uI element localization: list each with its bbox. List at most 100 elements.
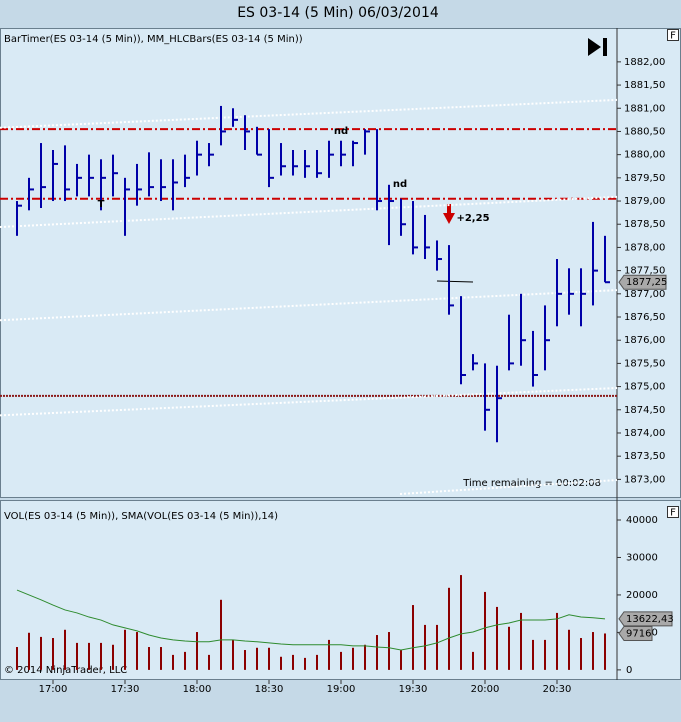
volume-bar xyxy=(52,638,54,670)
y-tick-label: 1876,00 xyxy=(624,335,665,346)
y-tick-label: 30000 xyxy=(626,552,658,563)
last-sma-box xyxy=(618,611,673,627)
x-tick-label: 19:30 xyxy=(399,684,428,695)
y-tick-label: 1873,00 xyxy=(624,474,665,485)
trend-line xyxy=(0,195,618,229)
volume-bar xyxy=(136,632,138,670)
sma-line xyxy=(16,589,606,651)
timer: Time remaining = 00:02:08 xyxy=(462,478,601,489)
volume-bar xyxy=(112,644,114,670)
y-tick-label: 1881,00 xyxy=(624,103,665,114)
volume-bar xyxy=(400,650,402,670)
last-price-box xyxy=(618,274,667,290)
panel-label: VOL(ES 03-14 (5 Min)), SMA(VOL(ES 03-14 … xyxy=(4,511,278,522)
volume-bar xyxy=(280,656,282,670)
volume-bar xyxy=(88,642,90,670)
y-tick-label: 1873,50 xyxy=(624,451,665,462)
x-tick-label: 20:00 xyxy=(471,684,500,695)
y-tick-label: 1879,00 xyxy=(624,196,665,207)
x-tick-label: 20:30 xyxy=(543,684,572,695)
last-volume-label: 9716 xyxy=(626,628,651,639)
y-tick-label: 1874,50 xyxy=(624,405,665,416)
volume-bar xyxy=(496,606,498,670)
volume-bar xyxy=(388,632,390,670)
volume-bar xyxy=(244,650,246,670)
volume-bar xyxy=(352,647,354,670)
y-tick-label: 1881,50 xyxy=(624,80,665,91)
trend-line xyxy=(0,98,618,129)
y-tick-label: 1880,50 xyxy=(624,126,665,137)
copyright: © 2014 NinjaTrader, LLC xyxy=(4,665,127,676)
y-tick-label: 1874,00 xyxy=(624,428,665,439)
x-tick-label: 19:00 xyxy=(327,684,356,695)
volume-bar xyxy=(196,632,198,670)
y-tick-label: 1877,50 xyxy=(624,266,665,277)
last-volume-box xyxy=(618,625,653,641)
volume-bar xyxy=(76,642,78,670)
volume-bar xyxy=(484,591,486,670)
annotation: T xyxy=(98,199,105,210)
volume-bar xyxy=(412,605,414,670)
volume-bar xyxy=(520,612,522,670)
flag-box xyxy=(667,506,679,518)
y-tick-label: 1875,50 xyxy=(624,358,665,369)
y-tick-label: 1876,50 xyxy=(624,312,665,323)
volume-bar xyxy=(124,629,126,670)
trend-line xyxy=(399,479,618,495)
volume-bar xyxy=(340,651,342,670)
volume-bar xyxy=(568,629,570,670)
y-tick-label: 1880,00 xyxy=(624,150,665,161)
volume-bar xyxy=(328,639,330,670)
volume-bar xyxy=(148,647,150,670)
y-tick-label: 1882,00 xyxy=(624,57,665,68)
volume-bar xyxy=(592,632,594,670)
volume-bar xyxy=(316,654,318,670)
volume-bar xyxy=(220,599,222,670)
volume-bar xyxy=(556,612,558,670)
trend-line xyxy=(0,386,618,417)
y-tick-label: 1875,00 xyxy=(624,382,665,393)
flag-box xyxy=(667,29,679,41)
y-tick-label: 1878,00 xyxy=(624,242,665,253)
volume-bar xyxy=(64,629,66,670)
volume-bar xyxy=(100,642,102,670)
trend-line xyxy=(0,289,618,322)
volume-bar xyxy=(292,654,294,670)
volume-bar xyxy=(544,639,546,670)
y-tick-label: 1878,50 xyxy=(624,219,665,230)
price-panel xyxy=(0,28,681,498)
annotation: nd xyxy=(393,179,407,190)
volume-bar xyxy=(364,644,366,670)
signal-arrow xyxy=(443,204,455,224)
volume-bar xyxy=(160,647,162,670)
volume-bar xyxy=(40,636,42,670)
y-tick-label: 1879,50 xyxy=(624,173,665,184)
volume-bar xyxy=(16,647,18,670)
x-tick-label: 18:00 xyxy=(183,684,212,695)
volume-bar xyxy=(256,647,258,670)
volume-bar xyxy=(472,651,474,670)
flag: F xyxy=(670,31,676,42)
volume-bar xyxy=(532,639,534,670)
volume-bar xyxy=(436,624,438,670)
x-tick-label: 17:00 xyxy=(39,684,68,695)
volume-bar xyxy=(172,654,174,670)
volume-bar xyxy=(268,647,270,670)
x-tick-label: 17:30 xyxy=(111,684,140,695)
volume-bar xyxy=(304,657,306,670)
flag: F xyxy=(670,508,676,519)
last-price-label: 1877,25 xyxy=(626,277,667,288)
annotation: +2,25 xyxy=(456,213,489,224)
annotation: nd xyxy=(334,126,348,137)
volume-bar xyxy=(448,587,450,670)
volume-bar xyxy=(508,626,510,670)
volume-bar xyxy=(208,654,210,670)
volume-bar xyxy=(424,624,426,670)
panel-label: BarTimer(ES 03-14 (5 Min)), MM_HLCBars(E… xyxy=(4,34,303,45)
y-tick-label: 20000 xyxy=(626,590,658,601)
y-tick-label: 1877,00 xyxy=(624,289,665,300)
volume-bar xyxy=(460,575,462,670)
play-icon[interactable] xyxy=(588,38,607,56)
